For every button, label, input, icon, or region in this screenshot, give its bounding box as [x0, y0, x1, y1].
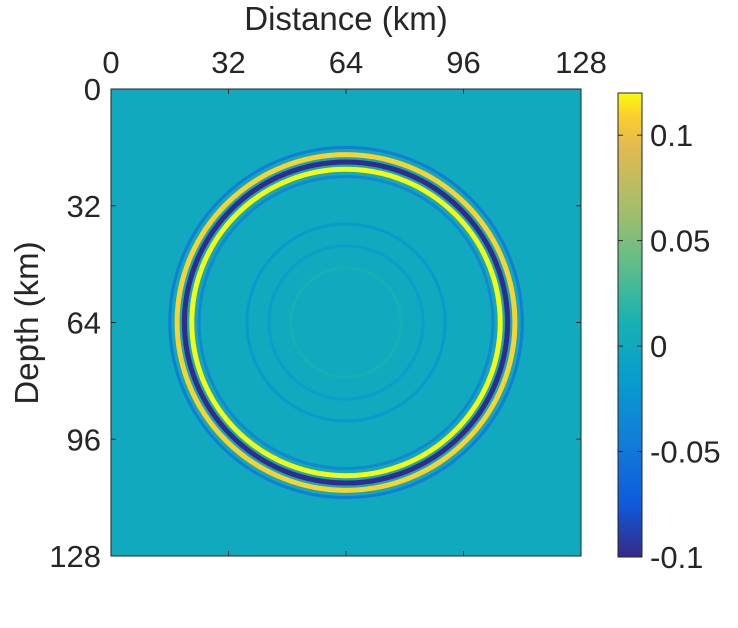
colorbar-tick-label: -0.05 [650, 435, 721, 470]
x-tick-label: 96 [446, 45, 480, 80]
wavefront-ring [197, 175, 495, 470]
x-tick-label: 32 [211, 45, 245, 80]
wavefront-ring [267, 244, 425, 401]
x-tick-label: 0 [102, 45, 119, 80]
colorbar-tick-label: 0 [650, 329, 667, 364]
y-tick-label: 64 [67, 306, 101, 341]
wavefront-ring [245, 222, 447, 423]
y-axis-label: Depth (km) [8, 241, 45, 404]
wavefront-ring [174, 152, 518, 493]
y-tick-label: 96 [67, 422, 101, 457]
colorbar-tick-label: 0.1 [650, 118, 693, 153]
x-axis-ticks: 0 32 64 96 128 [102, 45, 607, 556]
wavefront-ring [189, 166, 503, 479]
y-tick-label: 32 [67, 189, 101, 224]
x-tick-label: 64 [329, 45, 363, 80]
plot-area [111, 89, 581, 556]
x-axis-label: Distance (km) [244, 0, 448, 37]
colorbar-fill [617, 92, 643, 558]
y-axis-ticks: 0 32 64 96 128 [49, 72, 581, 574]
wavefront-ring [289, 266, 403, 379]
colorbar-ticks: 0.1 0.05 0 -0.05 -0.1 [618, 118, 721, 575]
colorbar-tick-label: -0.1 [650, 540, 703, 575]
x-tick-label: 128 [555, 45, 607, 80]
y-tick-label: 0 [84, 72, 101, 107]
colorbar: 0.1 0.05 0 -0.05 -0.1 [617, 92, 721, 575]
wavefront-ring [181, 159, 511, 486]
heatmap-background [111, 89, 581, 556]
wavefront-ring [168, 145, 524, 500]
y-tick-label: 128 [49, 539, 101, 574]
colorbar-tick-label: 0.05 [650, 224, 710, 259]
wavefront-rings [168, 145, 524, 500]
